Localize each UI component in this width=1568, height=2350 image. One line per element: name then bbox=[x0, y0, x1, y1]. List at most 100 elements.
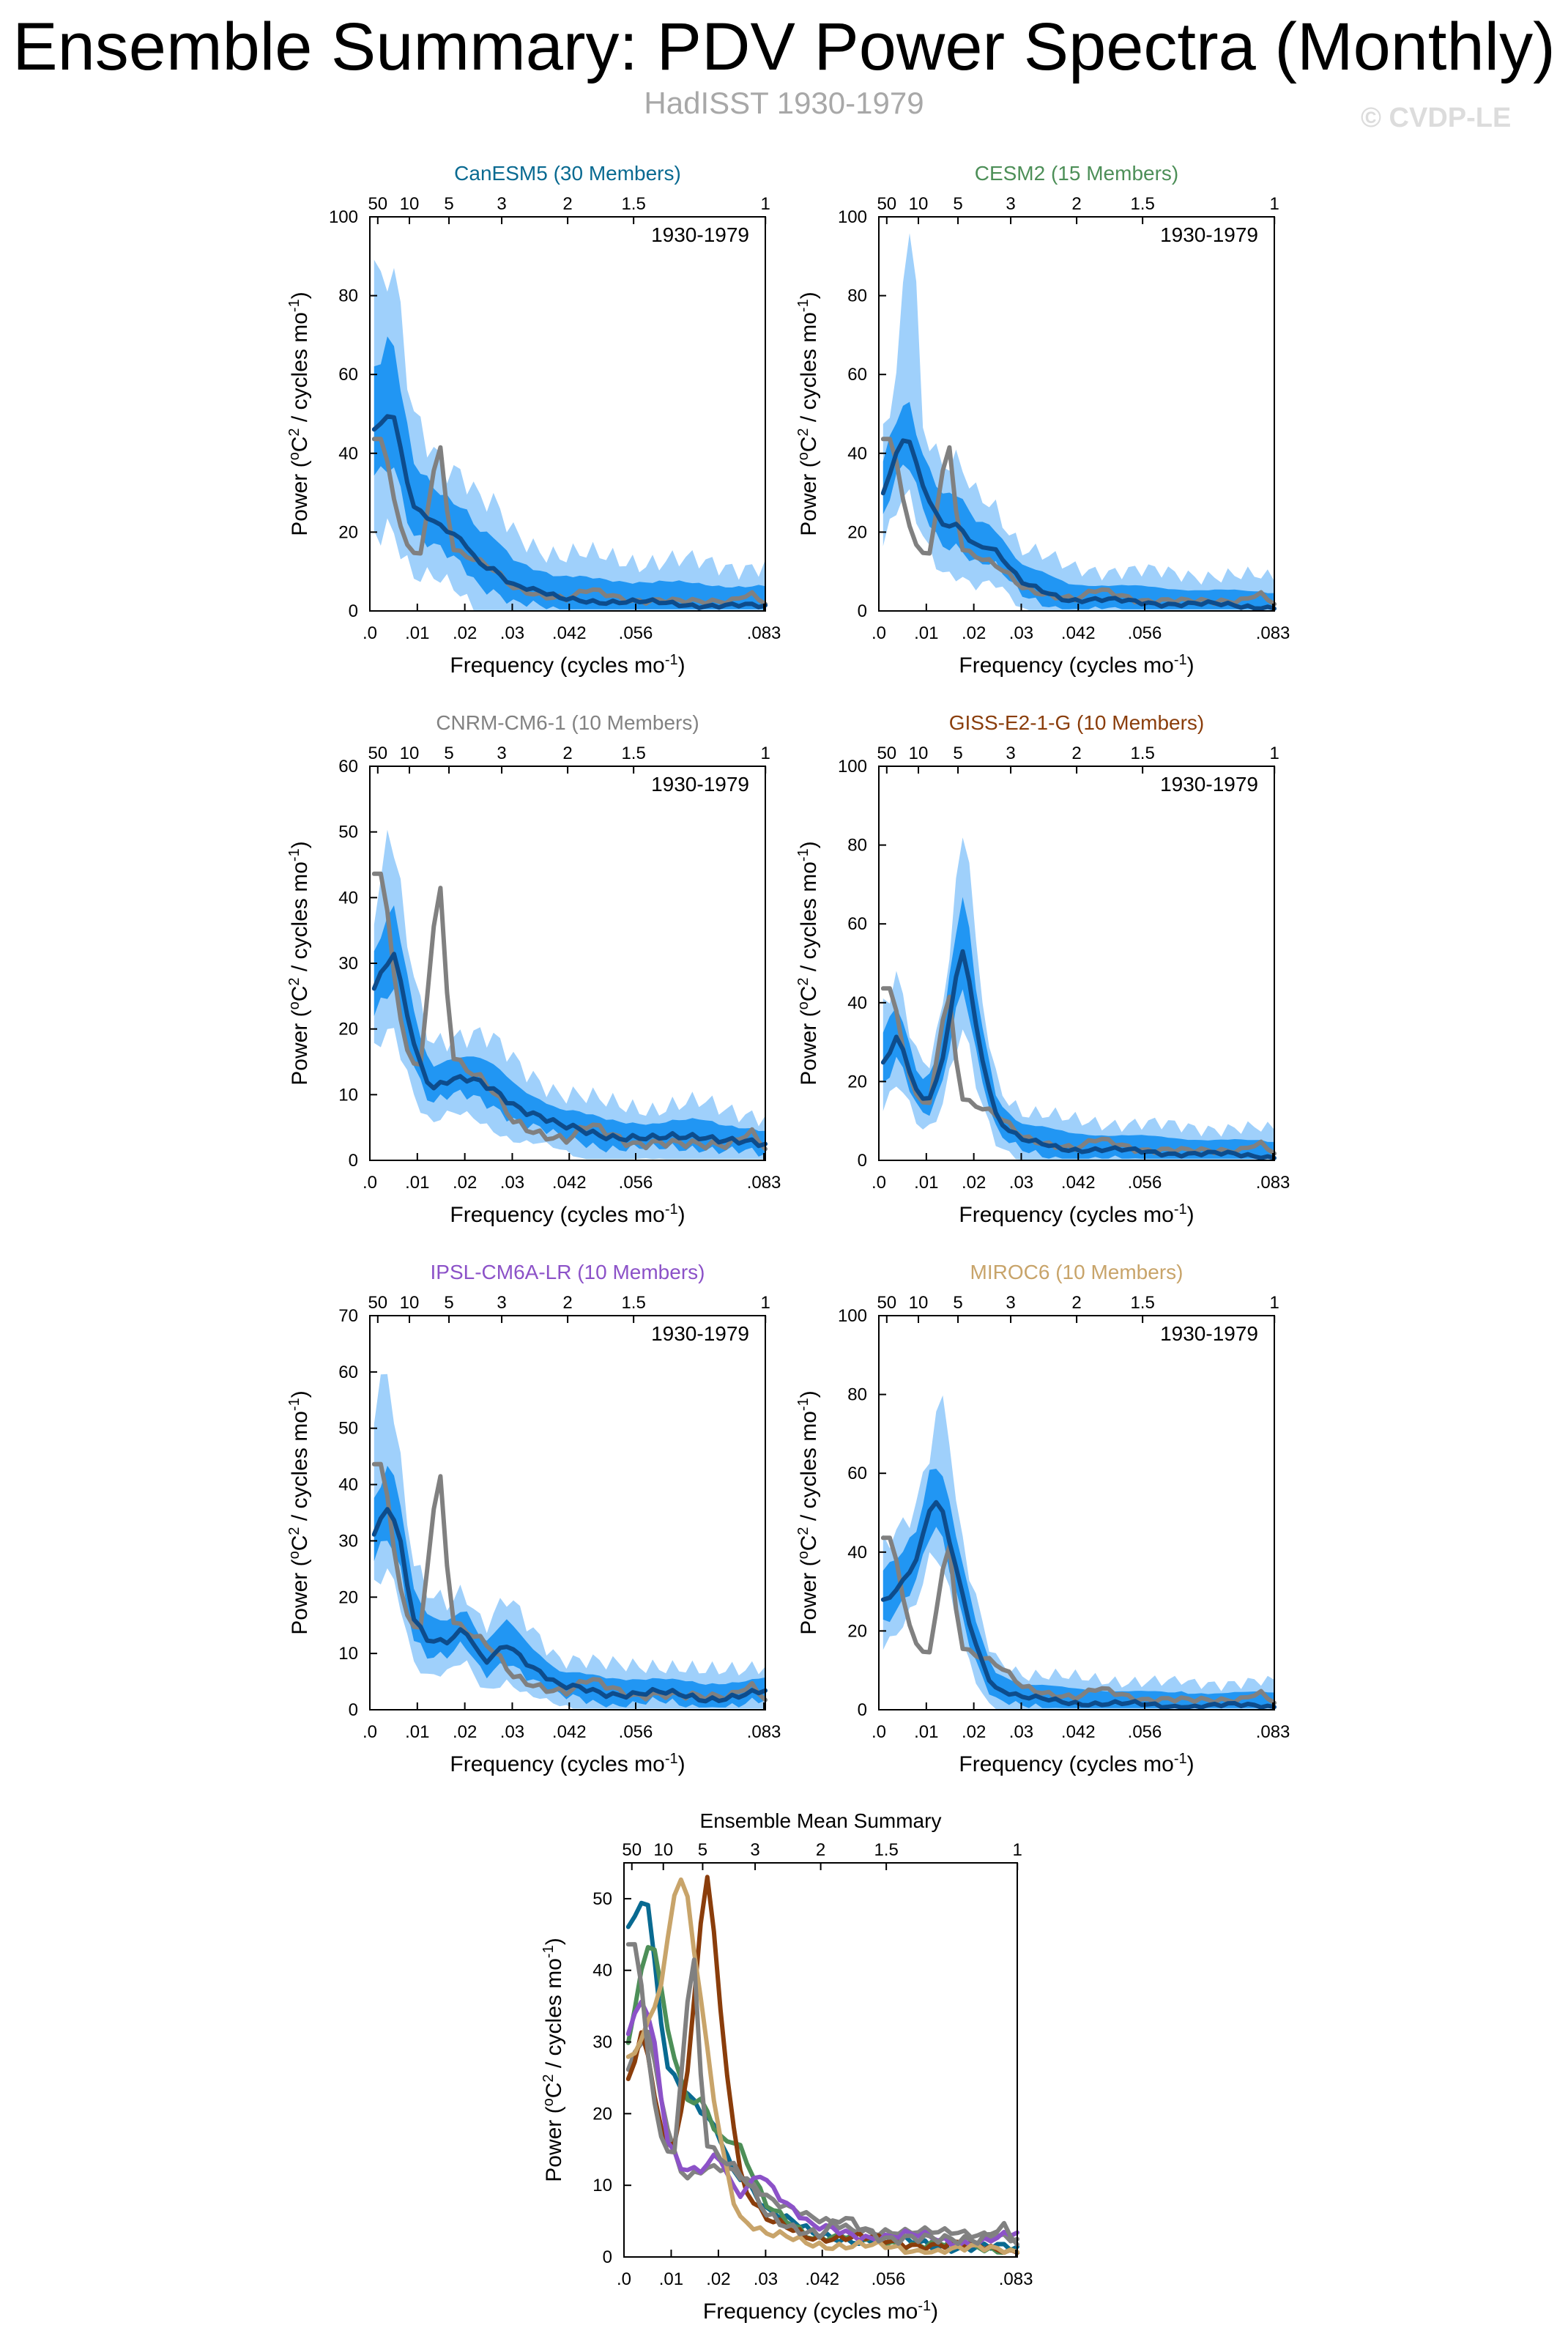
y-axis-label: Power (oC2 / cycles mo-1) bbox=[286, 292, 312, 535]
top-tick-label: 2 bbox=[1071, 194, 1081, 214]
top-tick-label: 3 bbox=[1006, 744, 1015, 763]
top-tick-label: 2 bbox=[562, 744, 572, 763]
y-tick-label: 30 bbox=[338, 954, 358, 974]
y-tick-label: 60 bbox=[338, 365, 358, 385]
x-tick-label: .01 bbox=[659, 2269, 683, 2289]
panel-title: MIROC6 (10 Members) bbox=[970, 1261, 1184, 1283]
period-label: 1930-1979 bbox=[1160, 773, 1258, 796]
x-tick-label: .0 bbox=[872, 623, 886, 643]
x-tick-label: .02 bbox=[453, 1173, 477, 1193]
y-tick-label: 40 bbox=[338, 444, 358, 464]
x-tick-label: .0 bbox=[617, 2269, 631, 2289]
top-tick-label: 2 bbox=[1071, 744, 1081, 763]
top-tick-label: 5 bbox=[444, 744, 453, 763]
top-tick-label: 50 bbox=[877, 1293, 896, 1313]
x-tick-label: .083 bbox=[1256, 1173, 1290, 1193]
x-tick-label: .042 bbox=[1061, 623, 1096, 643]
top-tick-label: 1 bbox=[761, 194, 770, 214]
top-tick-label: 50 bbox=[368, 1293, 387, 1313]
top-tick-label: 50 bbox=[368, 194, 387, 214]
y-axis-label: Power (oC2 / cycles mo-1) bbox=[795, 841, 821, 1085]
y-axis-label: Power (oC2 / cycles mo-1) bbox=[286, 1390, 312, 1634]
spread-inner-band bbox=[374, 336, 765, 609]
top-tick-label: 5 bbox=[444, 194, 453, 214]
summary-line-cnrm-cm6-1 bbox=[625, 2029, 1019, 2244]
x-tick-label: .056 bbox=[619, 1173, 653, 1193]
y-tick-label: 20 bbox=[338, 1020, 358, 1039]
y-axis-label: Power (oC2 / cycles mo-1) bbox=[795, 1390, 821, 1634]
panel-title: IPSL-CM6A-LR (10 Members) bbox=[431, 1261, 705, 1283]
y-tick-label: 0 bbox=[858, 1151, 867, 1171]
x-tick-label: .083 bbox=[747, 623, 781, 643]
panel-title: CNRM-CM6-1 (10 Members) bbox=[436, 711, 699, 734]
top-tick-label: 1.5 bbox=[621, 744, 645, 763]
y-tick-label: 40 bbox=[847, 993, 867, 1013]
ensemble-mean-line bbox=[371, 1507, 768, 1704]
y-tick-label: 50 bbox=[338, 823, 358, 842]
x-tick-label: .056 bbox=[619, 623, 653, 643]
top-tick-label: 50 bbox=[877, 744, 896, 763]
top-tick-label: 1.5 bbox=[621, 194, 645, 214]
y-tick-label: 0 bbox=[349, 1151, 358, 1171]
x-axis-label: Frequency (cycles mo-1) bbox=[959, 1751, 1194, 1776]
observed-line bbox=[880, 1535, 1277, 1705]
top-tick-label: 1 bbox=[1013, 1840, 1022, 1860]
y-tick-label: 0 bbox=[349, 1700, 358, 1720]
panel-title: CanESM5 (30 Members) bbox=[454, 162, 681, 185]
y-tick-label: 40 bbox=[847, 444, 867, 464]
x-tick-label: .0 bbox=[872, 1173, 886, 1193]
x-tick-label: .03 bbox=[1009, 1722, 1033, 1742]
x-tick-label: .0 bbox=[872, 1722, 886, 1742]
x-tick-label: .056 bbox=[872, 2269, 906, 2289]
x-tick-label: .0 bbox=[363, 1173, 377, 1193]
observed-line bbox=[371, 1461, 768, 1702]
top-tick-label: 50 bbox=[622, 1840, 642, 1860]
y-axis-label: Power (oC2 / cycles mo-1) bbox=[286, 841, 312, 1085]
top-tick-label: 10 bbox=[909, 744, 929, 763]
x-tick-label: .01 bbox=[405, 1173, 429, 1193]
summary-title: Ensemble Mean Summary bbox=[700, 1809, 942, 1832]
x-tick-label: .01 bbox=[914, 1722, 938, 1742]
x-tick-label: .03 bbox=[1009, 1173, 1033, 1193]
y-tick-label: 0 bbox=[603, 2247, 612, 2267]
spread-outer-band bbox=[883, 233, 1274, 610]
panel-title: CESM2 (15 Members) bbox=[975, 162, 1179, 185]
ensemble-mean-line bbox=[371, 414, 768, 610]
summary-line-hadisst bbox=[625, 1942, 1019, 2247]
y-tick-label: 80 bbox=[338, 286, 358, 306]
top-tick-label: 10 bbox=[400, 744, 420, 763]
y-tick-label: 20 bbox=[338, 522, 358, 542]
top-tick-label: 2 bbox=[562, 194, 572, 214]
y-tick-label: 100 bbox=[838, 207, 867, 227]
y-tick-label: 70 bbox=[338, 1306, 358, 1326]
spread-outer-band bbox=[883, 1395, 1274, 1709]
x-tick-label: .03 bbox=[754, 2269, 778, 2289]
x-tick-label: .042 bbox=[552, 1173, 587, 1193]
y-tick-label: 80 bbox=[847, 836, 867, 856]
y-axis-label: Power (oC2 / cycles mo-1) bbox=[540, 1938, 566, 2182]
top-tick-label: 5 bbox=[698, 1840, 707, 1860]
top-tick-label: 3 bbox=[497, 1293, 506, 1313]
top-tick-label: 1 bbox=[1270, 194, 1279, 214]
x-tick-label: .083 bbox=[747, 1722, 781, 1742]
x-tick-label: .042 bbox=[552, 623, 587, 643]
x-tick-label: .02 bbox=[453, 623, 477, 643]
y-tick-label: 0 bbox=[858, 601, 867, 621]
x-tick-label: .01 bbox=[914, 1173, 938, 1193]
period-label: 1930-1979 bbox=[651, 223, 749, 246]
top-tick-label: 5 bbox=[953, 194, 962, 214]
top-tick-label: 3 bbox=[1006, 1293, 1015, 1313]
summary-line-giss-e2-1-g bbox=[625, 1875, 1019, 2256]
top-tick-label: 3 bbox=[1006, 194, 1015, 214]
x-axis-label: Frequency (cycles mo-1) bbox=[450, 1201, 685, 1227]
spread-outer-band bbox=[374, 1374, 765, 1709]
top-tick-label: 3 bbox=[497, 744, 506, 763]
spread-inner-band bbox=[883, 1469, 1274, 1708]
top-tick-label: 2 bbox=[562, 1293, 572, 1313]
y-tick-label: 20 bbox=[847, 1072, 867, 1091]
y-tick-label: 20 bbox=[338, 1587, 358, 1607]
x-tick-label: .083 bbox=[747, 1173, 781, 1193]
x-tick-label: .03 bbox=[500, 1722, 524, 1742]
